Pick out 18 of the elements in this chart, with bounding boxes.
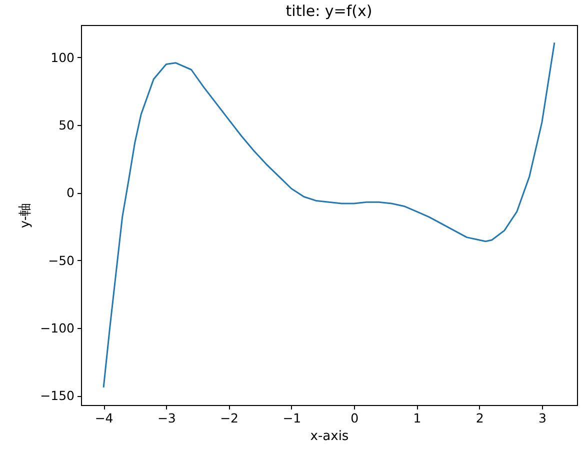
- x-tick-label: −1: [282, 410, 302, 426]
- x-tick-label: −4: [94, 410, 114, 426]
- line-series: [102, 42, 556, 388]
- x-tick-label: 3: [538, 410, 546, 426]
- y-tick-label: 0: [66, 185, 75, 200]
- x-tick-label: −2: [220, 410, 239, 426]
- x-axis-title: x-axis: [310, 429, 349, 444]
- y-tick-label: −150: [40, 388, 75, 404]
- x-tick-label: 0: [350, 410, 359, 426]
- x-tick-label: 1: [413, 410, 422, 426]
- y-tick-label: 100: [50, 50, 75, 65]
- y-axis-title: y-軸: [18, 202, 34, 228]
- y-tick-label: −100: [40, 320, 75, 336]
- y-tick-label: 50: [58, 118, 75, 133]
- chart-title: title: y=f(x): [286, 2, 372, 20]
- y-tick-label: −50: [48, 252, 75, 268]
- x-tick-label: −3: [157, 410, 176, 426]
- x-tick-label: 2: [476, 410, 484, 426]
